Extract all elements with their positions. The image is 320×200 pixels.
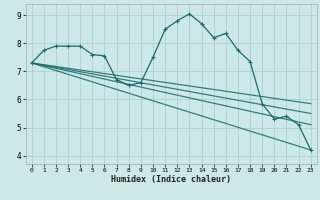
X-axis label: Humidex (Indice chaleur): Humidex (Indice chaleur)	[111, 175, 231, 184]
